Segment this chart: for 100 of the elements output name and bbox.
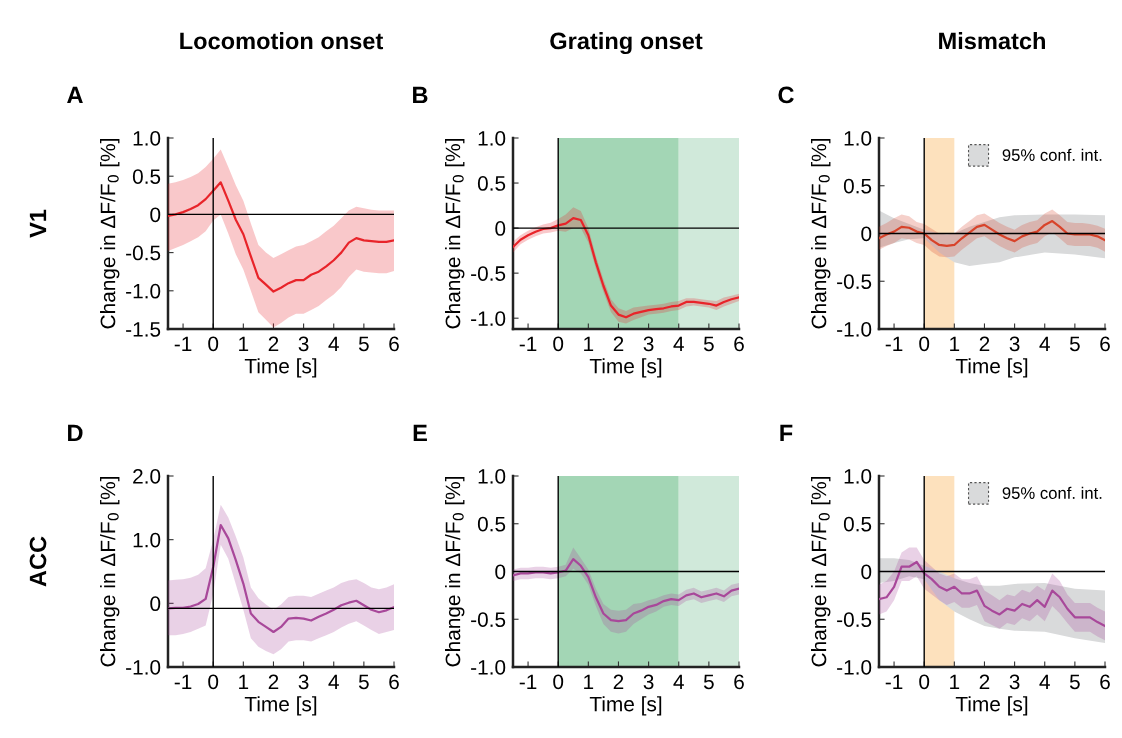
x-tick-label: 2 — [613, 336, 624, 352]
y-tick-label: 1.0 — [844, 131, 872, 146]
y-tick-label: 0 — [150, 596, 161, 612]
x-tick-label: -1 — [885, 674, 903, 690]
x-tick-label: 1 — [950, 336, 960, 352]
y-axis-title: Change in ΔF/F$_{0}$ [%] — [811, 477, 831, 667]
x-axis-title: Time [s] — [955, 358, 1028, 378]
x-tick-label: 6 — [389, 674, 399, 690]
x-tick-label: 6 — [734, 336, 744, 352]
x-tick-label: 4 — [1039, 336, 1050, 352]
x-tick-label: 3 — [643, 674, 654, 690]
y-tick-label: -1.0 — [837, 322, 872, 337]
x-tick-label: 5 — [1069, 674, 1080, 690]
x-tick-label: 5 — [703, 674, 714, 690]
y-axis-title: Change in ΔF/F$_{0}$ [%] — [100, 139, 120, 329]
text: F — [780, 424, 793, 442]
x-tick-label: 4 — [673, 336, 684, 352]
x-axis-title: Time [s] — [244, 358, 317, 378]
line-series — [168, 181, 394, 293]
y-tick-label: 1.0 — [133, 532, 161, 548]
y-tick-label: 0 — [861, 564, 872, 580]
y-tick-label: -1.0 — [471, 311, 506, 326]
y-tick-label: -1.0 — [126, 660, 161, 675]
y-tick-label: 2.0 — [133, 469, 161, 484]
x-tick-label: 4 — [328, 336, 339, 352]
y-tick-label: 0.5 — [477, 176, 506, 191]
y-tick-label: -1.0 — [471, 660, 506, 675]
x-axis-title: Time [s] — [955, 696, 1028, 716]
y-tick-label: 0.5 — [843, 178, 872, 194]
y-tick-label: -0.5 — [837, 612, 872, 627]
x-tick-label: 1 — [239, 336, 249, 352]
legend-label: 95% conf. int. — [1002, 486, 1102, 499]
y-axis-title: Change in ΔF/F$_{0}$ [%] — [445, 477, 465, 667]
x-tick-label: 4 — [328, 674, 339, 690]
text: ACC — [29, 536, 47, 587]
x-tick-label: 0 — [553, 674, 564, 690]
y-tick-label: -0.5 — [471, 266, 506, 281]
y-tick-label: -0.5 — [471, 612, 506, 627]
x-tick-label: 6 — [1100, 674, 1110, 690]
y-tick-label: 0.5 — [477, 516, 506, 532]
x-tick-label: 6 — [1100, 336, 1110, 352]
y-tick-label: 0 — [495, 564, 506, 580]
line-series — [879, 219, 1105, 248]
y-tick-label: -1.0 — [837, 660, 872, 675]
chart-title: Mismatch — [939, 32, 1045, 50]
line-series — [168, 523, 394, 634]
y-tick-label: 1.0 — [478, 469, 506, 484]
x-tick-label: 0 — [208, 674, 219, 690]
text: E — [413, 424, 427, 442]
y-tick-label: 0.5 — [843, 516, 872, 532]
x-tick-label: 3 — [1009, 336, 1020, 352]
text: B — [413, 86, 428, 104]
x-tick-label: 1 — [950, 674, 960, 690]
x-tick-label: -1 — [519, 336, 537, 352]
y-tick-label: -1.0 — [126, 283, 161, 299]
x-tick-label: 0 — [919, 336, 930, 352]
y-tick-label: 1.0 — [844, 469, 872, 484]
x-tick-label: 6 — [389, 336, 399, 352]
x-tick-label: 4 — [1039, 674, 1050, 690]
chart-title: Grating onset — [550, 32, 703, 55]
x-tick-label: 5 — [1069, 336, 1080, 352]
y-tick-label: 0 — [861, 226, 872, 242]
y-tick-label: -1.5 — [126, 322, 161, 337]
x-tick-label: 2 — [613, 674, 624, 690]
y-tick-label: -0.5 — [837, 274, 872, 289]
x-tick-label: 1 — [584, 336, 594, 352]
x-tick-label: 5 — [703, 336, 714, 352]
y-tick-label: 0 — [495, 221, 506, 236]
x-tick-label: 4 — [673, 674, 684, 690]
x-axis-title: Time [s] — [244, 696, 317, 716]
x-tick-label: -1 — [519, 674, 537, 690]
text: A — [67, 86, 83, 104]
y-tick-label: 1.0 — [478, 131, 506, 146]
y-axis-title: Change in ΔF/F$_{0}$ [%] — [445, 139, 465, 329]
legend-label: 95% conf. int. — [1002, 148, 1102, 161]
y-tick-label: 0 — [150, 207, 161, 223]
chart-title: Locomotion onset — [180, 32, 384, 50]
x-tick-label: 2 — [268, 674, 279, 690]
x-tick-label: 0 — [208, 336, 219, 352]
y-tick-label: -0.5 — [126, 245, 161, 261]
y-tick-label: 1.0 — [133, 131, 161, 146]
x-tick-label: 2 — [979, 674, 990, 690]
x-tick-label: 3 — [298, 674, 309, 690]
x-tick-label: -1 — [174, 336, 192, 352]
x-tick-label: 2 — [268, 336, 279, 352]
x-tick-label: 3 — [1009, 674, 1020, 690]
line-series — [879, 560, 1105, 628]
x-tick-label: 1 — [239, 674, 249, 690]
line-series — [513, 557, 739, 623]
x-tick-label: -1 — [885, 336, 903, 352]
text: C — [778, 86, 794, 104]
text: V1 — [29, 209, 47, 238]
x-tick-label: -1 — [174, 674, 192, 690]
x-axis-title: Time [s] — [589, 358, 662, 378]
x-axis-title: Time [s] — [589, 696, 662, 716]
x-tick-label: 6 — [734, 674, 744, 690]
x-tick-label: 2 — [979, 336, 990, 352]
y-tick-label: 0.5 — [132, 169, 161, 184]
x-tick-label: 3 — [298, 336, 309, 352]
x-tick-label: 5 — [358, 336, 369, 352]
